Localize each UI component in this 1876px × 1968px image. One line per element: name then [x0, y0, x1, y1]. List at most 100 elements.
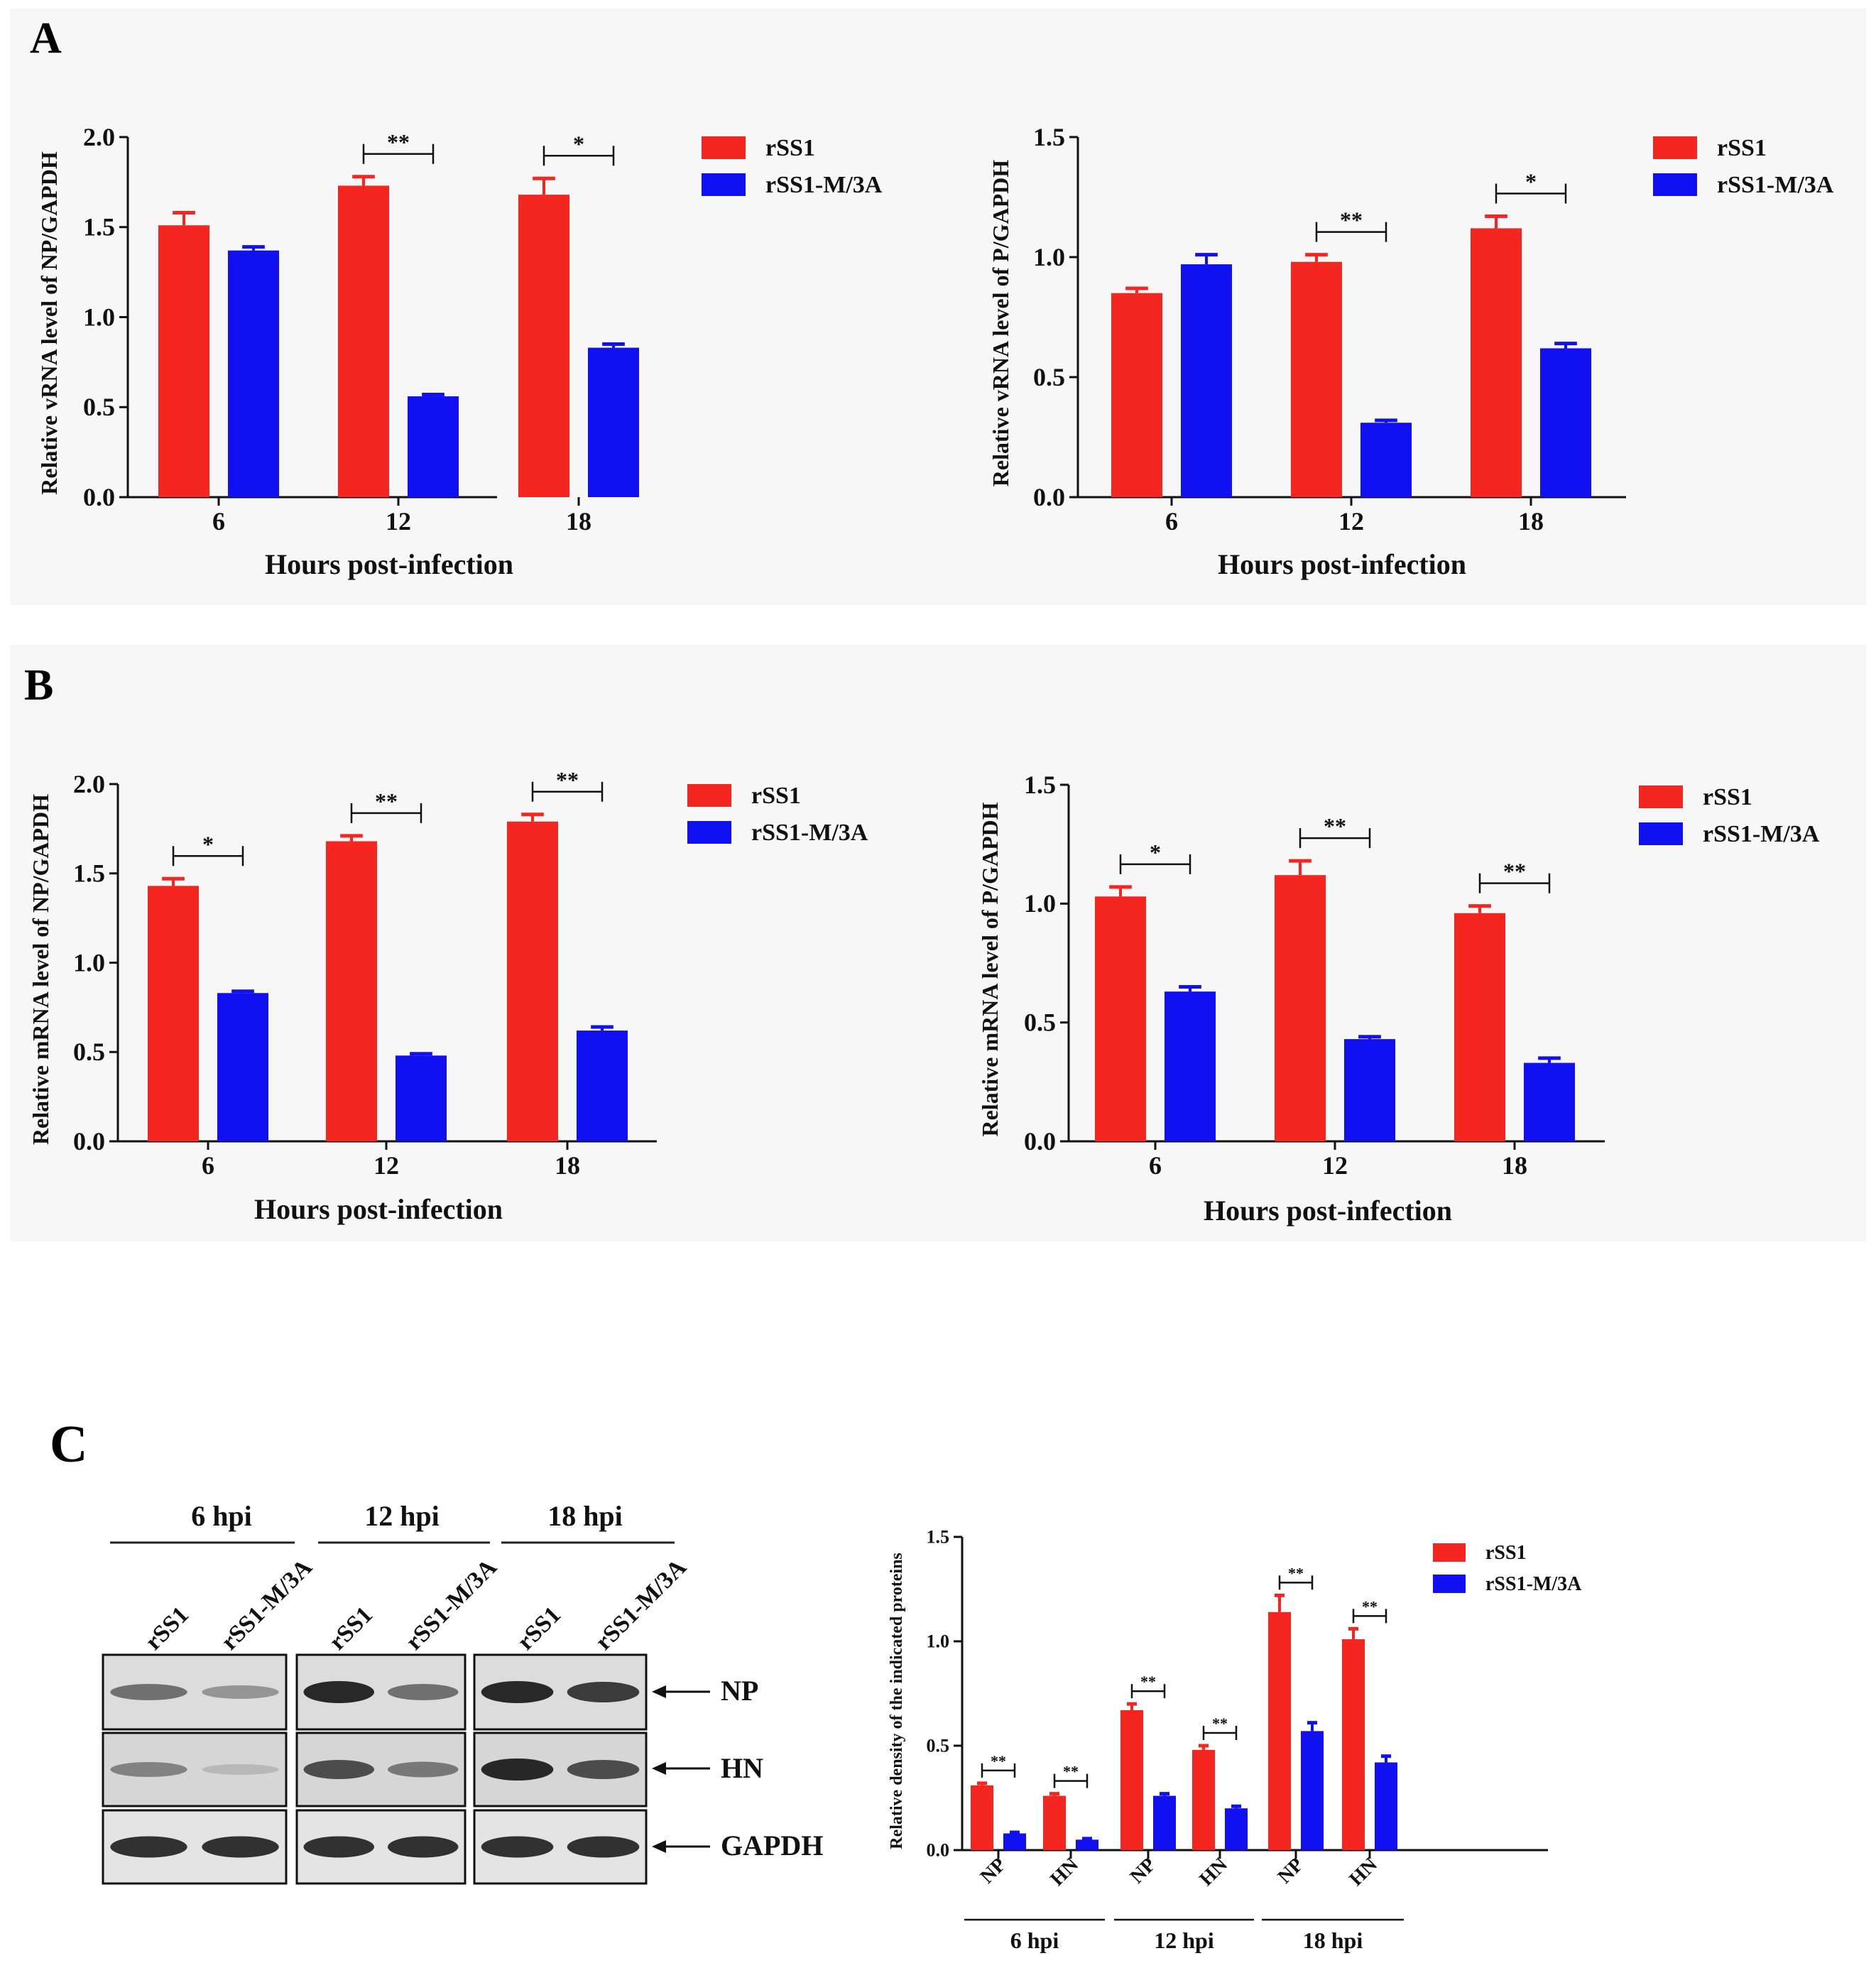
wb-blot-images	[102, 1653, 648, 1885]
bar-rss1	[1043, 1795, 1066, 1850]
arrow-head-icon	[652, 1685, 666, 1698]
legend-label: rSS1-M/3A	[765, 172, 883, 198]
panel-b-background	[10, 645, 1866, 1241]
wb-band	[387, 1684, 459, 1700]
significance-label: **	[1063, 1763, 1079, 1781]
significance-label: **	[387, 129, 410, 155]
wb-band	[303, 1681, 375, 1703]
y-tick-label: 0.0	[1024, 1127, 1056, 1156]
y-tick-label: 1.5	[73, 859, 105, 888]
y-tick-label: 1.5	[927, 1527, 950, 1548]
y-tick-label: 1.0	[83, 303, 115, 331]
y-tick-label: 1.0	[73, 948, 105, 977]
wb-row-label-gapdh: GAPDH	[721, 1830, 823, 1861]
bar-rss1-m3a	[408, 396, 459, 497]
legend-swatch-rss1	[1639, 785, 1683, 808]
bar-rss1	[1454, 913, 1505, 1141]
x-tick-label: HN	[1345, 1854, 1382, 1891]
x-tick-label: 18	[555, 1151, 580, 1180]
y-tick-label: 2.0	[83, 123, 115, 151]
wb-band	[110, 1762, 187, 1777]
bar-rss1	[507, 821, 558, 1141]
wb-band	[202, 1764, 279, 1775]
significance-label: **	[1324, 813, 1346, 839]
y-tick-label: 1.0	[1024, 889, 1056, 918]
bar-rss1	[1275, 875, 1326, 1141]
wb-lane-rss1: rSS1	[324, 1602, 378, 1656]
group-label: 18 hpi	[1303, 1928, 1363, 1953]
wb-band	[567, 1836, 640, 1858]
bar-rss1-m3a	[588, 347, 639, 497]
wb-band	[303, 1836, 375, 1858]
y-axis-title: Relative mRNA level of NP/GAPDH	[28, 794, 53, 1145]
significance-label: **	[1362, 1597, 1378, 1615]
wb-band	[110, 1684, 187, 1700]
significance-label: **	[375, 788, 398, 814]
bar-rss1	[1111, 293, 1162, 497]
chart-b-p-mrna: 0.00.51.01.56 12 18*****Hours post-infecti…	[977, 771, 1820, 1227]
y-axis-title: Relative vRNA level of P/GAPDH	[988, 160, 1013, 486]
significance-label: *	[1525, 169, 1537, 195]
x-tick-label: HN	[1195, 1854, 1232, 1891]
x-tick-label: 18	[1518, 507, 1544, 536]
bar-rss1	[971, 1785, 993, 1850]
significance-label: **	[1288, 1564, 1304, 1582]
bar-rss1-m3a	[396, 1055, 447, 1141]
bar-rss1-m3a	[228, 250, 279, 497]
chart-b-np-mrna: 0.00.51.01.52.06 12 18*****Hours post-infe…	[28, 767, 868, 1225]
legend-swatch-rss1	[1433, 1543, 1466, 1562]
bar-rss1	[148, 886, 199, 1141]
bar-rss1-m3a	[1225, 1808, 1248, 1850]
bar-rss1-m3a	[577, 1031, 628, 1141]
x-tick-label: 18	[566, 507, 591, 536]
legend-label: rSS1-M/3A	[1717, 172, 1834, 198]
x-tick-label: NP	[976, 1854, 1010, 1888]
y-axis-title: Relative density of the indicated protei…	[888, 1553, 906, 1849]
arrow-head-icon	[652, 1762, 666, 1775]
y-tick-label: 1.5	[83, 213, 115, 241]
legend-swatch-rss1	[1653, 136, 1697, 159]
bar-rss1-m3a	[1301, 1731, 1324, 1850]
bar-rss1-m3a	[1540, 348, 1591, 497]
wb-row-label-hn: HN	[721, 1752, 763, 1784]
y-tick-label: 0.5	[1024, 1009, 1056, 1037]
wb-lane-rss1-m3a: rSS1-M/3A	[590, 1554, 692, 1656]
legend-label: rSS1	[1703, 784, 1752, 810]
x-tick-label: 6	[1149, 1151, 1162, 1180]
legend-swatch-rss1-m3a	[1653, 173, 1697, 196]
bar-rss1-m3a	[1524, 1062, 1575, 1141]
x-tick-label: HN	[1046, 1854, 1083, 1891]
bar-rss1	[1342, 1639, 1365, 1850]
significance-label: **	[1340, 207, 1363, 233]
wb-band	[481, 1836, 554, 1858]
legend-swatch-rss1	[702, 136, 746, 159]
chart-c-protein-density: 0.0 0.5 1.0 1.5 NP HN NP HN NP HN ** ** ** ** ** ** Rela…	[888, 1527, 1582, 1953]
bar-rss1	[326, 841, 377, 1141]
significance-label: **	[556, 767, 579, 793]
x-axis-title: Hours post-infection	[265, 548, 513, 580]
bar-rss1-m3a	[1153, 1795, 1176, 1850]
chart-a-p-vrna: 0.00.51.01.56 12 18***Hours post-infection…	[988, 123, 1834, 580]
legend-label: rSS1	[1485, 1542, 1527, 1564]
y-tick-label: 0.5	[73, 1038, 105, 1066]
wb-band	[481, 1758, 554, 1781]
bar-rss1	[158, 225, 209, 497]
x-tick-label: NP	[1274, 1854, 1308, 1888]
wb-band	[110, 1836, 187, 1858]
significance-label: **	[991, 1752, 1006, 1770]
wb-timepoint-12hpi: 12 hpi	[364, 1500, 440, 1532]
legend-swatch-rss1-m3a	[702, 173, 746, 196]
y-axis-title: Relative vRNA level of NP/GAPDH	[36, 151, 62, 495]
wb-band	[387, 1761, 459, 1778]
x-tick-label: 6	[1165, 507, 1178, 536]
significance-label: **	[1140, 1673, 1156, 1690]
panel-a-background	[10, 9, 1866, 605]
bar-rss1	[1291, 261, 1342, 497]
y-tick-label: 0.5	[83, 393, 115, 421]
wb-band	[567, 1682, 640, 1702]
bar-rss1	[1120, 1710, 1143, 1850]
bar-rss1-m3a	[1344, 1039, 1395, 1141]
x-axis-title: Hours post-infection	[1204, 1195, 1452, 1227]
x-tick-label: 12	[373, 1151, 399, 1180]
